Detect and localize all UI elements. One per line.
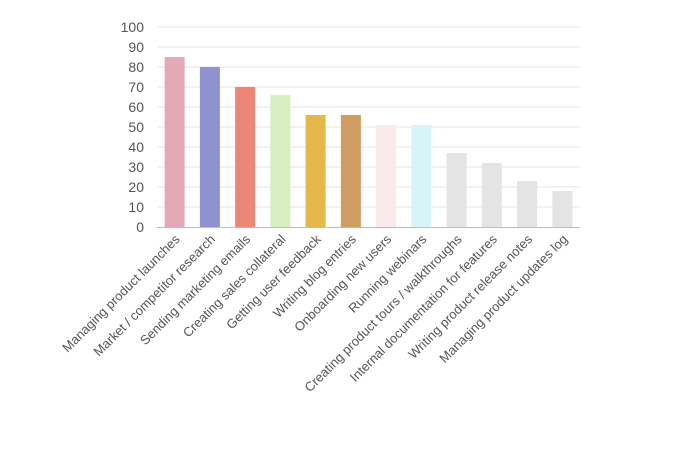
y-tick-label: 40 bbox=[128, 139, 144, 155]
gridlines bbox=[157, 26, 580, 208]
y-tick-label: 20 bbox=[128, 179, 144, 195]
bar bbox=[164, 57, 185, 227]
y-tick-label: 100 bbox=[121, 19, 145, 35]
bars bbox=[164, 57, 573, 227]
bar bbox=[376, 125, 397, 227]
y-tick-label: 50 bbox=[128, 119, 144, 135]
bar bbox=[552, 191, 573, 227]
bar bbox=[340, 115, 361, 227]
bar bbox=[235, 87, 256, 227]
y-tick-label: 80 bbox=[128, 59, 144, 75]
y-tick-label: 30 bbox=[128, 159, 144, 175]
y-tick-label: 60 bbox=[128, 99, 144, 115]
bar bbox=[199, 67, 220, 227]
y-tick-label: 70 bbox=[128, 79, 144, 95]
bar bbox=[446, 153, 467, 227]
bar bbox=[411, 125, 432, 227]
bar bbox=[517, 181, 538, 227]
bar bbox=[270, 95, 291, 227]
bar bbox=[481, 163, 502, 227]
y-axis-tick-labels: 0 10 20 30 40 50 60 70 80 90 100 bbox=[121, 19, 145, 235]
y-tick-label: 10 bbox=[128, 199, 144, 215]
y-tick-label: 90 bbox=[128, 39, 144, 55]
bar bbox=[305, 115, 326, 227]
y-tick-label: 0 bbox=[136, 219, 144, 235]
